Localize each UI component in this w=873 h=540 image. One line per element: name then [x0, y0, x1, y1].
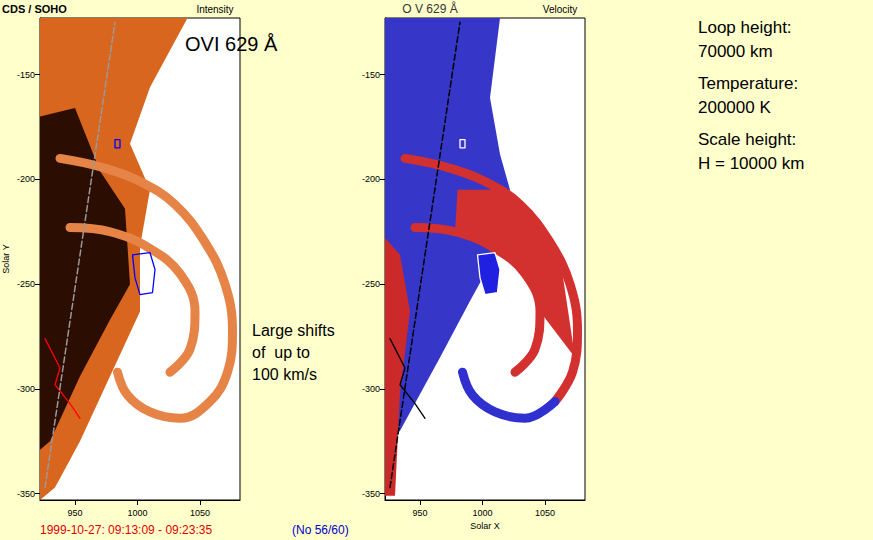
svg-text:70000 km: 70000 km — [698, 42, 773, 61]
svg-text:Intensity: Intensity — [196, 4, 233, 15]
svg-text:1050: 1050 — [190, 508, 210, 518]
svg-text:Solar X: Solar X — [470, 521, 500, 531]
svg-text:Velocity: Velocity — [543, 4, 577, 15]
svg-text:-300: -300 — [17, 384, 35, 394]
svg-text:-150: -150 — [362, 70, 380, 80]
svg-text:Temperature:: Temperature: — [698, 74, 798, 93]
svg-text:Solar Y: Solar Y — [1, 244, 11, 273]
svg-text:-150: -150 — [17, 70, 35, 80]
svg-text:Large shifts: Large shifts — [252, 322, 335, 339]
svg-text:Loop height:: Loop height: — [698, 18, 792, 37]
svg-text:-350: -350 — [362, 489, 380, 499]
svg-text:OVI 629 Å: OVI 629 Å — [185, 33, 278, 55]
svg-text:1000: 1000 — [127, 508, 147, 518]
svg-text:H = 10000 km: H = 10000 km — [698, 154, 804, 173]
svg-text:-350: -350 — [17, 489, 35, 499]
svg-text:950: 950 — [67, 508, 82, 518]
svg-text:of up to: of up to — [252, 344, 310, 361]
svg-text:O V 629 Å: O V 629 Å — [402, 1, 457, 16]
svg-text:-300: -300 — [362, 384, 380, 394]
svg-text:200000 K: 200000 K — [698, 98, 771, 117]
svg-text:-250: -250 — [17, 279, 35, 289]
svg-text:1050: 1050 — [535, 508, 555, 518]
svg-text:-250: -250 — [362, 279, 380, 289]
svg-text:100 km/s: 100 km/s — [252, 366, 317, 383]
svg-text:1000: 1000 — [472, 508, 492, 518]
svg-text:950: 950 — [412, 508, 427, 518]
svg-text:Scale height:: Scale height: — [698, 130, 796, 149]
svg-text:CDS / SOHO: CDS / SOHO — [2, 3, 67, 15]
svg-text:-200: -200 — [362, 174, 380, 184]
svg-text:1999-10-27: 09:13:09 - 09:23:3: 1999-10-27: 09:13:09 - 09:23:35 — [40, 523, 212, 537]
svg-text:(No 56/60): (No 56/60) — [292, 523, 349, 537]
svg-text:-200: -200 — [17, 174, 35, 184]
